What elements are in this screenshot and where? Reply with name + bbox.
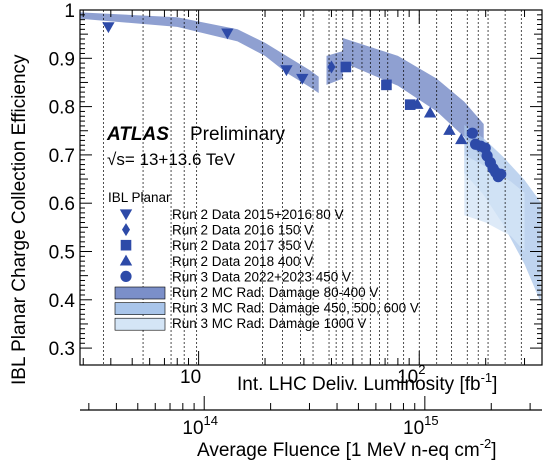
x-tick-label-base: 10 bbox=[397, 367, 418, 388]
atlas-label: ATLAS bbox=[106, 124, 169, 145]
x-tick-label-base: 10 bbox=[180, 367, 201, 388]
data-point-series-1 bbox=[221, 28, 234, 40]
legend-label: Run 2 Data 2017 350 V bbox=[172, 238, 313, 253]
x-axis-title-sup: -1 bbox=[481, 370, 493, 385]
data-point-series-3 bbox=[340, 61, 352, 73]
x-tick-label: 102 bbox=[397, 362, 425, 388]
fluence-tick-label-base: 10 bbox=[182, 418, 203, 439]
energy-text: = 13+13.6 TeV bbox=[125, 150, 236, 169]
legend-marker bbox=[119, 254, 133, 266]
plot-frame bbox=[79, 9, 543, 366]
data-point-series-3 bbox=[404, 99, 416, 110]
legend-label: Run 2 Data 2018 400 V bbox=[172, 254, 313, 269]
x2-axis-title-main: Average Fluence [1 MeV n-eq cm bbox=[197, 440, 480, 461]
data-point-series-4 bbox=[455, 133, 468, 145]
y-tick-label: 0.5 bbox=[49, 242, 75, 263]
legend-label: Run 2 Data 2016 150 V bbox=[172, 223, 313, 238]
legend: IBL Planar Run 2 Data 2015+2016 80 VRun … bbox=[108, 190, 419, 331]
data-point-series-4 bbox=[423, 106, 437, 118]
energy-label: √s= 13+13.6 TeV bbox=[107, 150, 236, 169]
mc-band-1-segment-3 bbox=[342, 38, 484, 160]
mc-band-1-segment-1 bbox=[80, 12, 319, 94]
x-tick-label: 10 bbox=[180, 367, 201, 388]
legend-label: Run 3 Data 2022+2023 450 V bbox=[172, 269, 351, 284]
fluence-tick-label-base: 10 bbox=[403, 418, 424, 439]
fluence-tick-label: 1014 bbox=[182, 413, 218, 439]
legend-marker bbox=[120, 239, 132, 251]
y-tick-label: 0.7 bbox=[49, 146, 75, 167]
x2-axis-title: Average Fluence [1 MeV n-eq cm-2] bbox=[197, 436, 497, 461]
y-tick-label: 0.3 bbox=[49, 339, 75, 360]
mc-band-3-segment-1 bbox=[464, 154, 525, 252]
fluence-tick-label-exp: 14 bbox=[204, 413, 218, 428]
legend-label: Run 2 MC Rad. Damage 80-400 V bbox=[172, 285, 378, 300]
legend-band-swatch bbox=[114, 317, 166, 331]
data-point-series-2 bbox=[327, 60, 336, 74]
fluence-tick-label-exp: 15 bbox=[424, 413, 438, 428]
legend-label: Run 3 MC Rad. Damage 1000 V bbox=[172, 316, 366, 331]
data-point-series-5 bbox=[466, 127, 478, 139]
y-tick-label: 1 bbox=[64, 1, 75, 22]
x-tick-label-exp: 2 bbox=[418, 362, 425, 377]
data-point-series-1 bbox=[296, 73, 309, 85]
data-point-series-3 bbox=[381, 79, 392, 91]
x-axis-title-close: ] bbox=[492, 374, 497, 395]
x-axis-title-main: Int. LHC Deliv. Luminosity [fb bbox=[237, 374, 481, 395]
x2-axis-title-sup: -2 bbox=[480, 436, 492, 451]
legend-band-swatch bbox=[114, 302, 166, 315]
data-point-series-4 bbox=[411, 97, 424, 109]
legend-band-swatch bbox=[114, 286, 166, 300]
y-tick-label: 0.4 bbox=[49, 291, 76, 312]
x-axis-title: Int. LHC Deliv. Luminosity [fb-1] bbox=[237, 370, 497, 395]
data-point-series-5 bbox=[495, 168, 507, 180]
data-point-series-1 bbox=[280, 65, 293, 77]
data-point-series-1 bbox=[102, 22, 115, 34]
y-tick-label: 0.6 bbox=[49, 194, 75, 215]
legend-label: Run 3 MC Rad. Damage 450, 500, 600 V bbox=[172, 301, 419, 316]
y-tick-label: 0.9 bbox=[49, 49, 75, 70]
legend-marker bbox=[122, 223, 130, 237]
x2-axis-title-close: ] bbox=[491, 440, 496, 461]
legend-label: Run 2 Data 2015+2016 80 V bbox=[172, 207, 344, 222]
legend-title: IBL Planar bbox=[108, 190, 171, 205]
energy-prefix: √s bbox=[107, 150, 125, 169]
atlas-status: Preliminary bbox=[190, 124, 286, 145]
data-point-series-4 bbox=[443, 124, 456, 135]
y-tick-label: 0.8 bbox=[49, 98, 75, 119]
legend-marker bbox=[119, 209, 133, 221]
legend-marker bbox=[120, 270, 132, 282]
fluence-tick-label: 1015 bbox=[403, 413, 439, 439]
y-axis-title: IBL Planar Charge Collection Efficiency bbox=[9, 54, 30, 385]
